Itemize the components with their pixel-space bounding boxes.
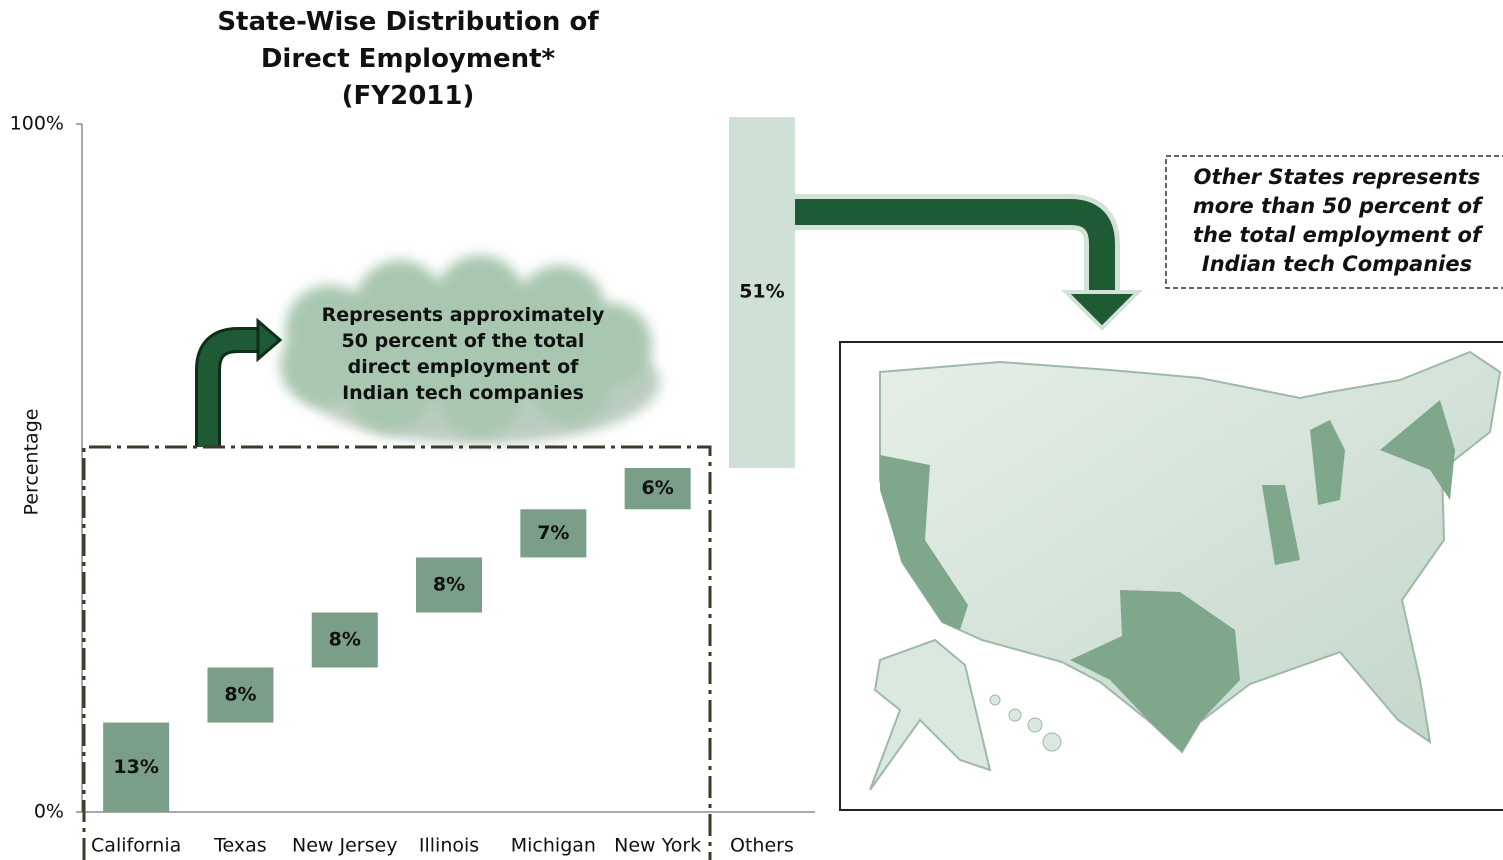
value-label: 8% xyxy=(329,629,361,651)
y-tick-label: 0% xyxy=(34,801,64,823)
value-label: 6% xyxy=(642,477,674,499)
bar xyxy=(311,612,378,668)
y-tick-label: 100% xyxy=(10,113,64,135)
bar xyxy=(103,722,170,812)
x-tick-label: New York xyxy=(614,835,701,857)
arrow-head xyxy=(1061,290,1143,331)
cloud-text: Represents approximately 50 percent of t… xyxy=(321,304,605,404)
value-label: 8% xyxy=(224,684,256,706)
bar xyxy=(520,509,587,558)
map xyxy=(839,341,1503,811)
x-tick-label: Illinois xyxy=(419,835,479,857)
x-tick-label: Michigan xyxy=(511,835,596,857)
bar xyxy=(416,557,483,613)
x-tick-label: Others xyxy=(730,835,794,857)
value-label: 13% xyxy=(113,756,158,778)
x-tick-label: Texas xyxy=(213,835,267,857)
arrow xyxy=(795,199,1115,292)
chart-subtitle: (FY2011) xyxy=(341,81,475,111)
bar xyxy=(728,117,795,469)
x-tick-label: New Jersey xyxy=(292,835,397,857)
bar xyxy=(624,468,691,510)
chart-title: State-Wise Distribution of Direct Employ… xyxy=(217,7,599,74)
x-tick-label: California xyxy=(91,835,181,857)
note-text: Other States represents more than 50 per… xyxy=(1192,165,1482,276)
bar xyxy=(207,667,274,723)
arrow xyxy=(198,330,262,447)
note-box xyxy=(1165,155,1503,289)
y-axis-label: Percentage xyxy=(21,409,43,516)
title-block: State-Wise Distribution of Direct Employ… xyxy=(178,4,638,115)
value-label: 51% xyxy=(739,281,784,303)
value-label: 7% xyxy=(537,522,569,544)
group-box xyxy=(82,445,712,860)
value-label: 8% xyxy=(433,573,465,595)
arrow-head xyxy=(256,317,283,363)
cloud xyxy=(280,255,660,444)
